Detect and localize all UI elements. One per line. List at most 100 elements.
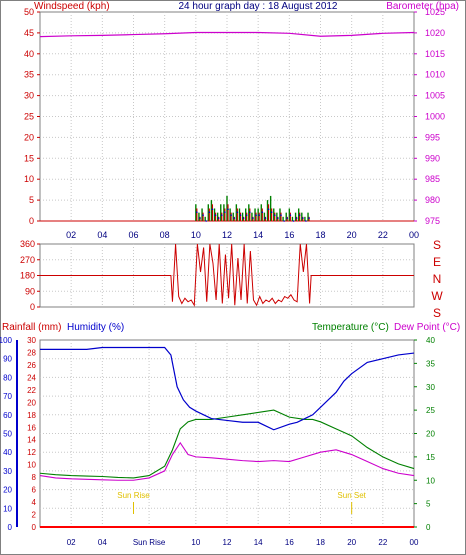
humidity-line bbox=[40, 346, 415, 431]
compass-label: S bbox=[433, 238, 441, 252]
wind-avg-point bbox=[258, 214, 260, 216]
wind-tick-label: 40 bbox=[24, 49, 34, 59]
direction-tick-label: 270 bbox=[20, 255, 35, 265]
humidity-tick-label: 80 bbox=[3, 373, 12, 382]
rain-tick-label: 26 bbox=[27, 361, 36, 370]
humidity-axis-label: Humidity (%) bbox=[67, 322, 124, 333]
wind-x-tick-label: 08 bbox=[160, 230, 170, 240]
wind-avg-point bbox=[217, 217, 220, 219]
temp-x-tick-label: 10 bbox=[191, 538, 200, 547]
baro-tick-label: 1005 bbox=[425, 91, 445, 101]
temp-tick-label: 5 bbox=[426, 500, 431, 509]
rain-tick-label: 30 bbox=[27, 336, 36, 345]
temp-tick-label: 15 bbox=[426, 453, 435, 462]
temp-x-tick-label: 18 bbox=[316, 538, 325, 547]
wind-tick-label: 20 bbox=[24, 132, 34, 142]
wind-avg-point bbox=[208, 211, 211, 214]
baro-tick-label: 1025 bbox=[425, 7, 445, 17]
temp-tick-label: 20 bbox=[426, 430, 435, 439]
wind-avg-point bbox=[236, 211, 239, 214]
wind-x-tick-label: 20 bbox=[347, 230, 357, 240]
baro-tick-label: 975 bbox=[425, 216, 440, 226]
humidity-tick-label: 100 bbox=[0, 336, 13, 345]
temp-tick-label: 40 bbox=[426, 336, 435, 345]
baro-tick-label: 1010 bbox=[425, 70, 445, 80]
chart-title: 24 hour graph day : 18 August 2012 bbox=[178, 1, 337, 12]
wind-x-tick-label: 00 bbox=[409, 230, 419, 240]
wind-x-tick-label: 06 bbox=[128, 230, 138, 240]
wind-avg-point bbox=[230, 214, 232, 216]
temp-x-tick-label: Sun Rise bbox=[133, 538, 166, 547]
wind-avg-point bbox=[211, 208, 214, 211]
rain-tick-label: 2 bbox=[32, 511, 37, 520]
wind-avg-point bbox=[224, 211, 226, 214]
rain-tick-label: 6 bbox=[32, 486, 37, 495]
temperature-axis-label: Temperature (°C) bbox=[312, 322, 389, 333]
rain-tick-label: 12 bbox=[27, 448, 36, 457]
wind-avg-point bbox=[242, 217, 245, 219]
wind-avg-point bbox=[252, 217, 254, 219]
wind-avg-point bbox=[289, 214, 292, 216]
wind-avg-point bbox=[202, 214, 204, 216]
direction-tick-label: 90 bbox=[25, 286, 35, 296]
humidity-tick-label: 0 bbox=[8, 523, 13, 532]
wind-avg-point bbox=[255, 214, 257, 216]
temperature-line bbox=[39, 409, 415, 479]
direction-tick-label: 180 bbox=[20, 271, 35, 281]
compass-label: S bbox=[433, 306, 441, 320]
wind-tick-label: 10 bbox=[24, 174, 34, 184]
wind-avg-point bbox=[267, 208, 270, 211]
temp-x-tick-label: 22 bbox=[378, 538, 387, 547]
wind-tick-label: 50 bbox=[24, 7, 34, 17]
rain-tick-label: 16 bbox=[27, 423, 36, 432]
windspeed-axis-label: Windspeed (kph) bbox=[34, 1, 110, 12]
baro-tick-label: 990 bbox=[425, 153, 440, 163]
wind-avg-point bbox=[227, 208, 229, 211]
wind-avg-point bbox=[205, 220, 207, 222]
wind-tick-label: 5 bbox=[29, 195, 34, 205]
barometer-axis-label: Barometer (hpa) bbox=[386, 1, 459, 12]
rain-tick-label: 24 bbox=[27, 373, 36, 382]
temp-tick-label: 0 bbox=[426, 523, 431, 532]
baro-tick-label: 1015 bbox=[425, 49, 445, 59]
wind-avg-point bbox=[308, 217, 310, 219]
humidity-tick-label: 30 bbox=[3, 467, 12, 476]
wind-tick-label: 25 bbox=[24, 112, 34, 122]
rain-tick-label: 8 bbox=[32, 473, 37, 482]
rain-tick-label: 10 bbox=[27, 461, 36, 470]
wind-avg-point bbox=[245, 214, 248, 216]
direction-tick-label: 360 bbox=[20, 239, 35, 249]
wind-avg-point bbox=[196, 211, 198, 214]
rainfall-axis-label: Rainfall (mm) bbox=[2, 322, 61, 333]
dewpoint-axis-label: Dew Point (°C) bbox=[394, 322, 460, 333]
wind-avg-point bbox=[298, 214, 301, 216]
wind-x-tick-label: 16 bbox=[284, 230, 294, 240]
wind-x-tick-label: 02 bbox=[66, 230, 76, 240]
baro-tick-label: 980 bbox=[425, 195, 440, 205]
wind-avg-point bbox=[249, 211, 251, 214]
humidity-tick-label: 50 bbox=[3, 430, 12, 439]
wind-avg-point bbox=[305, 220, 307, 222]
temp-tick-label: 35 bbox=[426, 359, 435, 368]
wind-x-tick-label: 12 bbox=[222, 230, 232, 240]
wind-avg-point bbox=[220, 214, 223, 216]
wind-x-tick-label: 04 bbox=[97, 230, 107, 240]
rain-tick-label: 14 bbox=[27, 436, 36, 445]
humidity-tick-label: 40 bbox=[3, 448, 12, 457]
wind-avg-point bbox=[270, 211, 273, 214]
wind-tick-label: 45 bbox=[24, 28, 34, 38]
barometer-line bbox=[39, 31, 415, 38]
humidity-tick-label: 90 bbox=[3, 355, 12, 364]
temp-x-tick-label: 20 bbox=[347, 538, 356, 547]
wind-avg-point bbox=[264, 217, 267, 219]
wind-x-tick-label: 18 bbox=[315, 230, 325, 240]
wind-avg-point bbox=[199, 217, 201, 219]
rain-tick-label: 20 bbox=[27, 398, 36, 407]
temp-x-tick-label: 00 bbox=[410, 538, 419, 547]
temp-x-tick-label: 16 bbox=[285, 538, 294, 547]
temp-x-tick-label: 14 bbox=[254, 538, 263, 547]
humidity-tick-label: 10 bbox=[3, 504, 12, 513]
direction-tick-label: 0 bbox=[30, 302, 35, 312]
temp-tick-label: 30 bbox=[426, 383, 435, 392]
